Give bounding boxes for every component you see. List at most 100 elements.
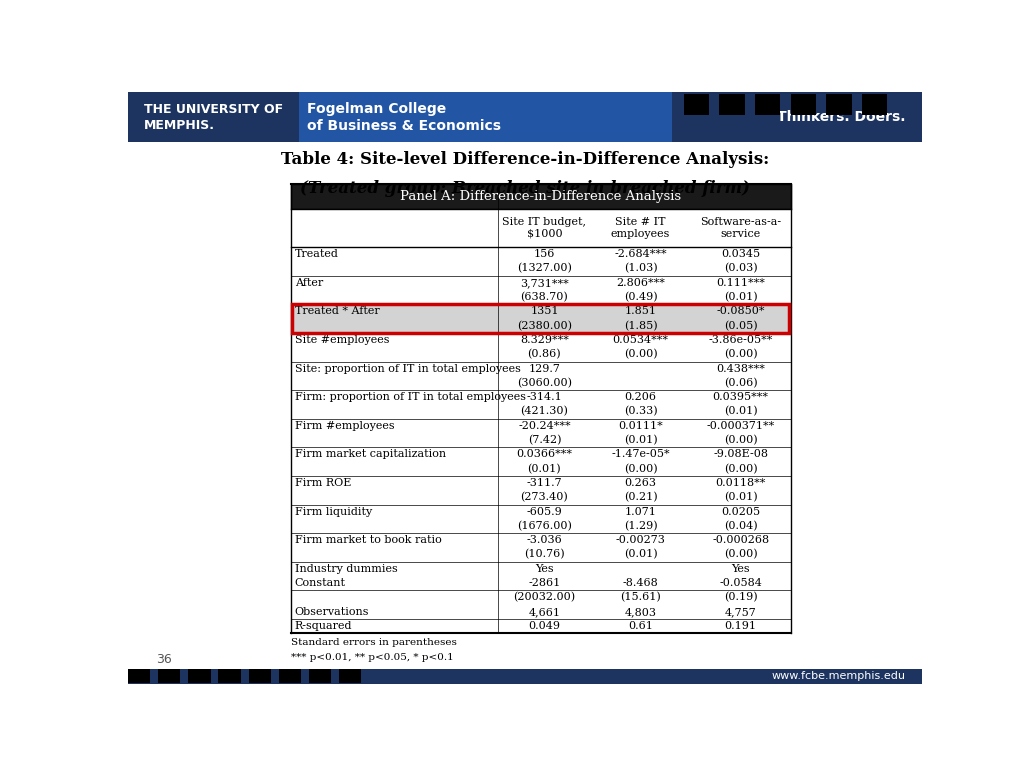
Text: -0.0584: -0.0584 xyxy=(719,578,762,588)
Text: (0.05): (0.05) xyxy=(724,320,758,331)
Bar xyxy=(291,304,791,319)
Text: (2380.00): (2380.00) xyxy=(517,320,572,331)
Text: Treated * After: Treated * After xyxy=(295,306,380,316)
Bar xyxy=(309,670,331,683)
Text: 36: 36 xyxy=(156,653,172,666)
Text: (0.01): (0.01) xyxy=(724,292,758,303)
Text: (0.00): (0.00) xyxy=(724,549,758,560)
Bar xyxy=(291,519,791,533)
Bar xyxy=(128,669,922,684)
Bar xyxy=(291,184,791,209)
Text: Firm market capitalization: Firm market capitalization xyxy=(295,449,445,459)
Bar xyxy=(291,419,791,433)
Bar xyxy=(291,405,791,419)
Text: 0.0118**: 0.0118** xyxy=(716,478,766,488)
Text: 4,803: 4,803 xyxy=(625,607,656,617)
Text: (0.01): (0.01) xyxy=(724,406,758,417)
Text: 0.0345: 0.0345 xyxy=(721,250,760,260)
Text: 0.0534***: 0.0534*** xyxy=(612,335,669,345)
Text: -311.7: -311.7 xyxy=(526,478,562,488)
Text: -1.47e-05*: -1.47e-05* xyxy=(611,449,670,459)
Bar xyxy=(249,670,270,683)
Text: (7.42): (7.42) xyxy=(527,435,561,445)
Bar xyxy=(291,433,791,447)
Text: 0.0395***: 0.0395*** xyxy=(713,392,769,402)
Text: Treated: Treated xyxy=(295,250,339,260)
Text: 156: 156 xyxy=(534,250,555,260)
Text: (0.01): (0.01) xyxy=(624,549,657,560)
Bar xyxy=(791,94,816,114)
Text: (273.40): (273.40) xyxy=(520,492,568,502)
Bar xyxy=(291,209,791,247)
Text: Site: proportion of IT in total employees: Site: proportion of IT in total employee… xyxy=(295,364,520,374)
Text: 8.329***: 8.329*** xyxy=(520,335,569,345)
Text: -2.684***: -2.684*** xyxy=(614,250,667,260)
Text: (0.49): (0.49) xyxy=(624,292,657,303)
Text: Table 4: Site-level Difference-in-Difference Analysis:: Table 4: Site-level Difference-in-Differ… xyxy=(281,151,769,168)
Text: -0.00273: -0.00273 xyxy=(615,535,666,545)
Text: Firm market to book ratio: Firm market to book ratio xyxy=(295,535,441,545)
Text: -2861: -2861 xyxy=(528,578,560,588)
Text: Industry dummies: Industry dummies xyxy=(295,564,397,574)
Bar xyxy=(291,333,791,347)
Bar xyxy=(218,670,241,683)
Text: 1351: 1351 xyxy=(530,306,559,316)
Bar xyxy=(719,94,744,114)
Text: (0.04): (0.04) xyxy=(724,521,758,531)
Text: (0.33): (0.33) xyxy=(624,406,657,417)
Text: (0.00): (0.00) xyxy=(624,349,657,359)
Bar xyxy=(279,670,301,683)
Bar xyxy=(291,561,791,576)
Text: Constant: Constant xyxy=(295,578,346,588)
Text: -3.86e-05**: -3.86e-05** xyxy=(709,335,773,345)
Text: 0.438***: 0.438*** xyxy=(716,364,765,374)
Bar xyxy=(128,670,151,683)
Text: Firm #employees: Firm #employees xyxy=(295,421,394,431)
Text: 1.851: 1.851 xyxy=(625,306,656,316)
Bar xyxy=(291,390,791,405)
Bar xyxy=(291,376,791,390)
Text: 3,731***: 3,731*** xyxy=(520,278,568,288)
Bar xyxy=(292,304,790,333)
Text: (20032.00): (20032.00) xyxy=(513,592,575,603)
Text: R-squared: R-squared xyxy=(295,621,352,631)
Text: (0.01): (0.01) xyxy=(724,492,758,502)
Text: Firm: proportion of IT in total employees: Firm: proportion of IT in total employee… xyxy=(295,392,525,402)
Text: 0.0205: 0.0205 xyxy=(721,507,760,517)
Text: Fogelman College
of Business & Economics: Fogelman College of Business & Economics xyxy=(306,101,501,133)
Text: 0.049: 0.049 xyxy=(528,621,560,631)
Text: -9.08E-08: -9.08E-08 xyxy=(713,449,768,459)
Bar xyxy=(755,94,780,114)
Text: www.fcbe.memphis.edu: www.fcbe.memphis.edu xyxy=(772,671,905,681)
Bar xyxy=(291,447,791,462)
Text: THE UNIVERSITY OF
MEMPHIS.: THE UNIVERSITY OF MEMPHIS. xyxy=(143,103,283,132)
Text: (0.03): (0.03) xyxy=(724,263,758,273)
Text: -314.1: -314.1 xyxy=(526,392,562,402)
Text: Observations: Observations xyxy=(295,607,370,617)
Bar xyxy=(291,247,791,261)
Text: After: After xyxy=(295,278,323,288)
Text: (1.03): (1.03) xyxy=(624,263,657,273)
Text: 1.071: 1.071 xyxy=(625,507,656,517)
Text: Site IT budget,
$1000: Site IT budget, $1000 xyxy=(503,217,587,239)
Bar xyxy=(291,591,791,604)
Bar xyxy=(291,362,791,376)
Text: Thinkers. Doers.: Thinkers. Doers. xyxy=(777,111,905,124)
Text: 4,661: 4,661 xyxy=(528,607,560,617)
Text: -20.24***: -20.24*** xyxy=(518,421,570,431)
Text: (Treated group: Breached site in breached firm): (Treated group: Breached site in breache… xyxy=(300,180,750,197)
Bar xyxy=(299,92,672,142)
Text: (421.30): (421.30) xyxy=(520,406,568,417)
Text: 2.806***: 2.806*** xyxy=(616,278,666,288)
Bar xyxy=(291,490,791,505)
Text: (0.86): (0.86) xyxy=(527,349,561,359)
Text: (1676.00): (1676.00) xyxy=(517,521,571,531)
Bar xyxy=(188,670,211,683)
Text: (638.70): (638.70) xyxy=(520,292,568,303)
Text: 0.263: 0.263 xyxy=(625,478,656,488)
Bar xyxy=(291,462,791,476)
Text: 0.111***: 0.111*** xyxy=(716,278,765,288)
Text: 0.0111*: 0.0111* xyxy=(618,421,664,431)
Bar xyxy=(128,92,299,142)
Text: (1.29): (1.29) xyxy=(624,521,657,531)
